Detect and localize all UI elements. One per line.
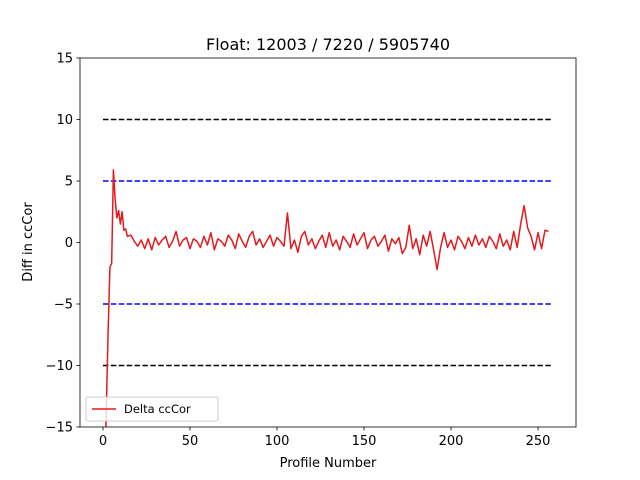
legend: Delta ccCor [85, 396, 219, 422]
y-tick-label: 10 [56, 113, 73, 128]
data-line [105, 169, 549, 427]
x-tick-label: 50 [182, 434, 199, 449]
y-tick-label: 0 [65, 236, 73, 251]
x-tick-label: 150 [352, 434, 377, 449]
legend-box [85, 396, 219, 422]
axes-frame [79, 57, 577, 428]
x-tick-label: 200 [439, 434, 464, 449]
x-tick-label: 100 [265, 434, 290, 449]
y-tick-label: −15 [46, 421, 73, 436]
x-axis-label: Profile Number [280, 456, 377, 471]
y-tick-label: 5 [65, 175, 73, 190]
y-axis-label: Diff in ccCor [21, 202, 36, 282]
chart-title: Float: 12003 / 7220 / 5905740 [206, 35, 450, 54]
x-tick-label: 250 [526, 434, 551, 449]
y-tick-label: −5 [54, 298, 73, 313]
x-tick-label: 0 [99, 434, 107, 449]
plot-content [102, 118, 552, 427]
y-tick-label: 15 [56, 52, 73, 67]
y-tick-label: −10 [46, 359, 73, 374]
legend-label: Delta ccCor [124, 402, 191, 416]
